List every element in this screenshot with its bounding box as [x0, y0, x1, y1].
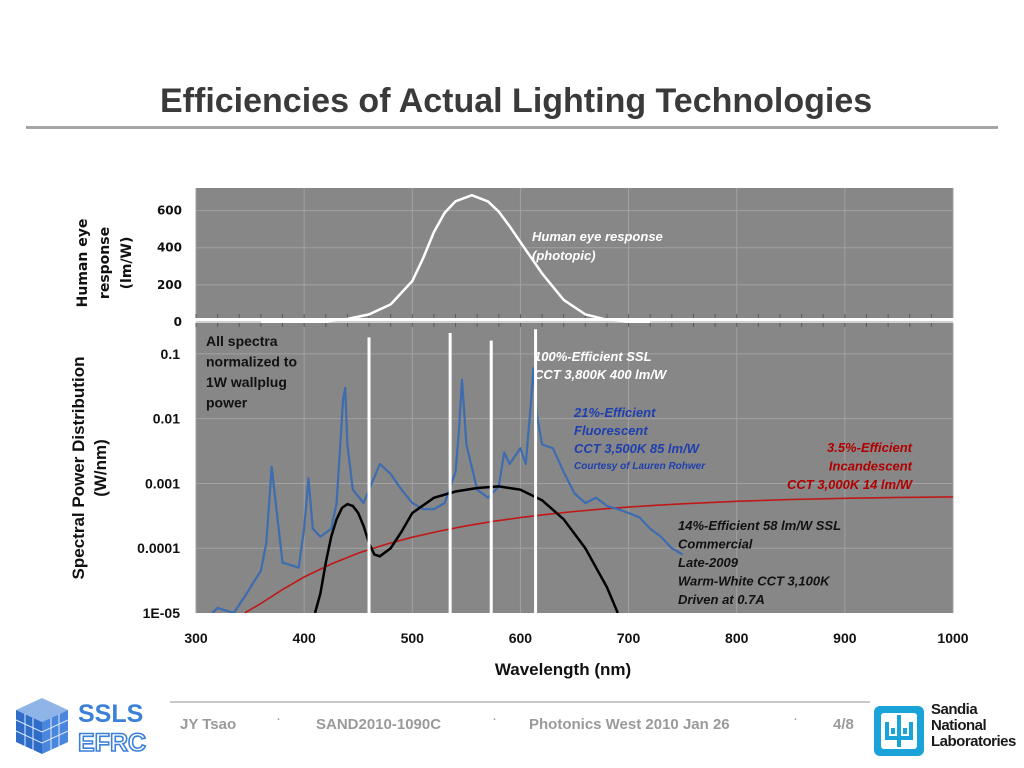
incandescent-annotation: 3.5%-Efficient: [827, 440, 913, 455]
spd-plot-grid: [195, 323, 954, 613]
spd-y-ticks: 0.1 0.01 0.001 0.0001 1E-05: [137, 346, 180, 621]
spd-y-label-line: Spectral Power Distribution: [69, 357, 88, 580]
eye-y-tick-label: 0: [174, 315, 182, 329]
spd-y-tick-label: 0.1: [161, 346, 181, 362]
spd-y-tick-label: 1E-05: [143, 605, 181, 621]
sandia-line-3: Laboratories: [931, 733, 1016, 750]
x-tick-label: 1000: [937, 630, 968, 646]
courtesy-annotation: Courtesy of Lauren Rohwer: [574, 461, 706, 472]
x-tick-label: 400: [292, 630, 316, 646]
eye-y-label-line: (lm/W): [119, 237, 135, 290]
x-tick-label: 300: [184, 630, 208, 646]
fluorescent-annotation: CCT 3,500K 85 lm/W: [574, 441, 701, 456]
normalization-annotation: normalized to: [206, 354, 297, 370]
eye-response-curve: [260, 193, 651, 324]
sandia-name: Sandia National Laboratories: [931, 702, 1016, 750]
footer-separator-1: ·: [276, 710, 281, 727]
led-ssl-annotation: Commercial: [678, 537, 753, 552]
fluorescent-annotation: Fluorescent: [574, 423, 648, 438]
x-ticks: 300 400 500 600 700 800 900 1000: [184, 630, 968, 646]
eye-y-tick-label: 200: [157, 278, 182, 292]
x-tick-label: 900: [833, 630, 857, 646]
x-tick-label: 500: [401, 630, 425, 646]
normalization-annotation: All spectra: [206, 333, 278, 349]
eye-ylabel-group: Human eye response (lm/W): [75, 219, 135, 308]
thunderbird-icon: [874, 706, 924, 756]
led-ssl-annotation: Driven at 0.7A: [678, 592, 765, 607]
footer-author: JY Tsao: [180, 716, 237, 733]
logo-efrc-text: EFRC: [78, 729, 146, 757]
x-axis-label: Wavelength (nm): [495, 660, 631, 679]
spd-plot-area: [196, 323, 953, 613]
normalization-annotation: power: [206, 395, 248, 411]
x-tick-label: 800: [725, 630, 749, 646]
led-ssl-annotation: 14%-Efficient 58 lm/W SSL: [678, 518, 841, 533]
eye-y-label-line: Human eye: [75, 219, 91, 308]
ideal-ssl-annotation: CCT 3,800K 400 lm/W: [534, 367, 668, 382]
fluorescent-annotation: 21%-Efficient: [573, 405, 656, 420]
spd-y-tick-label: 0.0001: [137, 540, 180, 556]
footer-report-number: SAND2010-1090C: [316, 716, 442, 733]
sandia-logo: [874, 706, 924, 756]
eye-response-annotation: (photopic): [532, 248, 596, 263]
footer-page-number: 4/8: [833, 716, 854, 733]
x-tick-label: 700: [617, 630, 641, 646]
spd-y-axis-label: Spectral Power Distribution (W/nm): [69, 357, 110, 580]
footer-venue: Photonics West 2010 Jan 26: [529, 716, 730, 733]
footer-separator-2: ·: [492, 710, 497, 727]
spd-curves: [211, 329, 953, 613]
incandescent-annotation: Incandescent: [829, 459, 913, 474]
footer-divider: [170, 701, 870, 703]
spd-y-tick-label: 0.01: [153, 411, 180, 427]
eye-y-label-line: response: [97, 227, 113, 299]
spd-y-label-line: (W/nm): [91, 439, 110, 497]
chart-annotations: Human eye response (photopic) All spectra n…: [206, 229, 914, 607]
incandescent-curve: [244, 496, 953, 613]
cube-icon: [15, 698, 69, 754]
eye-response-annotation: Human eye response: [532, 229, 663, 244]
led-ssl-annotation: Late-2009: [678, 555, 739, 570]
footer-separator-3: ·: [793, 710, 798, 727]
incandescent-annotation: CCT 3,000K 14 lm/W: [787, 477, 914, 492]
x-tick-label: 600: [509, 630, 533, 646]
normalization-annotation: 1W wallplug: [206, 374, 287, 390]
slide-title: Efficiencies of Actual Lighting Technolo…: [160, 82, 873, 120]
title-divider: [26, 126, 998, 129]
spd-y-tick-label: 0.001: [145, 475, 180, 491]
fluorescent-curve: [211, 367, 684, 613]
led-ssl-annotation: Warm-White CCT 3,100K: [678, 574, 831, 589]
logo-ssls-text: SSLS: [78, 700, 143, 728]
sandia-line-2: National: [931, 717, 987, 734]
ideal-ssl-annotation: 100%-Efficient SSL: [534, 349, 652, 364]
eye-y-tick-label: 600: [157, 204, 182, 218]
spectrum-chart: 600 400 200 0 0.1 0.01 0.001 0.0001 1E-05 300 40…: [69, 188, 969, 679]
ssls-efrc-logo: SSLS EFRC: [15, 698, 147, 758]
eye-plot-area: [196, 188, 953, 318]
eye-y-ticks: 600 400 200 0: [157, 204, 182, 329]
sandia-line-1: Sandia: [931, 701, 978, 718]
led-ssl-curve: [313, 485, 619, 613]
spd-series-group: [211, 329, 953, 613]
eye-y-tick-label: 400: [157, 241, 182, 255]
